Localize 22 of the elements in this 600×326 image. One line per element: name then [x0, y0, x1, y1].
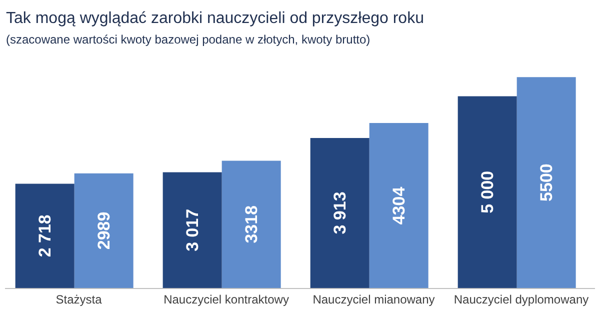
chart-title: Tak mogą wyglądać zarobki nauczycieli od przyszłego roku: [6, 10, 424, 27]
bar: [74, 173, 134, 288]
data-label: 3 913: [330, 192, 350, 234]
data-label: 3 017: [182, 208, 202, 252]
chart-subtitle: (szacowane wartości kwoty bazowej podane w złotych, kwoty brutto): [6, 32, 370, 47]
bar: [15, 184, 74, 288]
data-label: 3318: [242, 205, 261, 244]
data-label: 5 000: [478, 170, 497, 214]
bar: [516, 77, 576, 288]
x-tick-label: Nauczyciel mianowany: [312, 292, 435, 306]
data-label: 4304: [389, 186, 408, 225]
data-label: 2989: [94, 212, 114, 250]
bar: [369, 122, 428, 288]
x-tick-label: Stażysta: [56, 292, 102, 306]
bar: [162, 172, 222, 288]
x-tick-label: Nauczyciel kontraktowy: [164, 292, 289, 306]
bar: [310, 138, 370, 288]
x-tick-label: Nauczyciel dyplomowany: [454, 292, 589, 306]
bar: [458, 96, 517, 288]
data-label: 2 718: [35, 214, 54, 258]
data-label: 5500: [536, 164, 556, 202]
bar: [222, 160, 281, 288]
